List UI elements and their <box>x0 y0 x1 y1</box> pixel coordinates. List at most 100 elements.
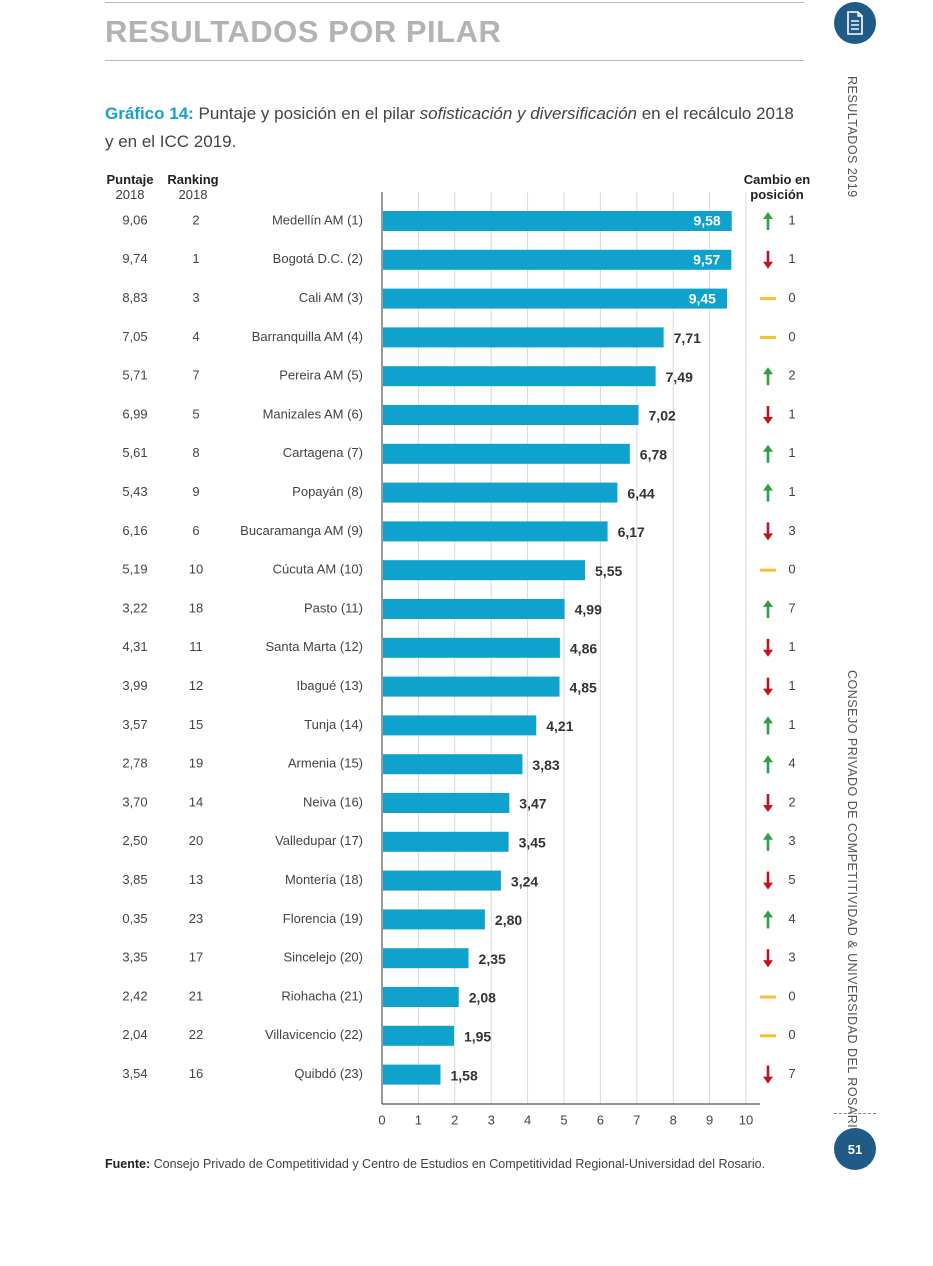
puntaje-2018-label: 4,31 <box>122 639 147 654</box>
ranking-2018-label: 19 <box>189 756 203 771</box>
category-label: Valledupar (17) <box>275 833 363 848</box>
category-label: Ibagué (13) <box>297 678 364 693</box>
ranking-2018-label: 21 <box>189 988 203 1003</box>
category-label: Quibdó (23) <box>294 1066 363 1081</box>
value-label: 7,02 <box>649 408 676 424</box>
ranking-2018-label: 12 <box>189 678 203 693</box>
bar <box>383 443 630 464</box>
change-value-label: 0 <box>788 329 795 344</box>
ranking-2018-label: 6 <box>192 523 199 538</box>
value-label: 9,58 <box>693 213 720 229</box>
value-label: 2,80 <box>495 912 522 928</box>
bar <box>383 1064 441 1085</box>
dash-icon <box>760 568 776 572</box>
x-tick-label: 3 <box>488 1112 495 1127</box>
ranking-2018-label: 4 <box>192 329 199 344</box>
change-value-label: 1 <box>788 717 795 732</box>
source-text: Consejo Privado de Competitividad y Cent… <box>150 1157 766 1171</box>
change-value-label: 1 <box>788 406 795 421</box>
chart-caption: Gráfico 14: Puntaje y posición en el pil… <box>105 100 805 156</box>
puntaje-2018-label: 3,22 <box>122 600 147 615</box>
arrow-up-icon <box>763 444 773 452</box>
source-note: Fuente: Consejo Privado de Competitivida… <box>105 1157 765 1171</box>
arrow-down-icon <box>763 805 773 812</box>
bar <box>383 366 656 387</box>
ranking-2018-label: 9 <box>192 484 199 499</box>
value-label: 3,24 <box>511 873 538 889</box>
puntaje-2018-label: 3,70 <box>122 794 147 809</box>
puntaje-2018-label: 9,74 <box>122 251 147 266</box>
change-value-label: 1 <box>788 445 795 460</box>
x-tick-label: 6 <box>597 1112 604 1127</box>
change-value-label: 0 <box>788 290 795 305</box>
category-label: Cali AM (3) <box>299 290 363 305</box>
arrow-down-icon <box>763 261 773 269</box>
caption-lead: Gráfico 14: <box>105 104 194 123</box>
value-label: 5,55 <box>595 563 622 579</box>
value-label: 4,99 <box>575 602 602 618</box>
ranking-2018-label: 5 <box>192 406 199 421</box>
x-tick-label: 5 <box>560 1112 567 1127</box>
puntaje-2018-label: 3,35 <box>122 950 147 965</box>
ranking-2018-label: 2 <box>192 212 199 227</box>
caption-text-1: Puntaje y posición en el pilar <box>193 104 420 123</box>
arrow-up-icon <box>763 832 773 840</box>
bar <box>383 482 618 503</box>
category-label: Pereira AM (5) <box>279 368 363 383</box>
category-label: Pasto (11) <box>304 600 363 615</box>
category-label: Cartagena (7) <box>283 445 363 460</box>
puntaje-2018-label: 5,71 <box>122 368 147 383</box>
x-tick-label: 7 <box>633 1112 640 1127</box>
change-value-label: 4 <box>788 911 795 926</box>
source-label: Fuente: <box>105 1157 151 1171</box>
bar <box>383 948 469 969</box>
bar <box>383 637 560 658</box>
puntaje-2018-label: 3,85 <box>122 872 147 887</box>
category-label: Cúcuta AM (10) <box>273 562 363 577</box>
page-number: 51 <box>834 1128 876 1170</box>
ranking-2018-label: 1 <box>192 251 199 266</box>
value-label: 9,57 <box>693 252 720 268</box>
ranking-2018-label: 7 <box>192 368 199 383</box>
ranking-2018-label: 15 <box>189 717 203 732</box>
bar <box>383 909 485 930</box>
change-value-label: 0 <box>788 988 795 1003</box>
dash-icon <box>760 335 776 339</box>
ranking-2018-label: 3 <box>192 290 199 305</box>
arrow-up-icon <box>763 483 773 491</box>
header-puntaje-year: 2018 <box>115 187 145 202</box>
change-value-label: 5 <box>788 872 795 887</box>
value-label: 7,71 <box>674 330 701 346</box>
header-cambio: Cambio en posición <box>738 172 816 202</box>
header-puntaje: Puntaje 2018 <box>100 172 160 202</box>
value-label: 3,47 <box>519 796 546 812</box>
ranking-2018-label: 16 <box>189 1066 203 1081</box>
dash-icon <box>760 995 776 999</box>
puntaje-2018-label: 0,35 <box>122 911 147 926</box>
header-ranking-year: 2018 <box>178 187 208 202</box>
bar <box>383 987 459 1007</box>
change-value-label: 3 <box>788 523 795 538</box>
side-label-top: RESULTADOS 2019 <box>845 76 859 198</box>
caption-italic: sofisticación y diversificación <box>419 104 637 123</box>
bar <box>383 288 727 309</box>
change-value-label: 1 <box>788 678 795 693</box>
ranking-2018-label: 13 <box>189 872 203 887</box>
category-label: Popayán (8) <box>292 484 363 499</box>
arrow-up-icon <box>763 910 773 918</box>
document-icon <box>834 2 876 44</box>
x-tick-label: 2 <box>451 1112 458 1127</box>
category-label: Villavicencio (22) <box>265 1027 363 1042</box>
change-value-label: 1 <box>788 639 795 654</box>
top-rule <box>105 2 804 3</box>
dash-icon <box>760 297 776 301</box>
bar <box>383 793 510 813</box>
x-tick-label: 10 <box>739 1112 753 1127</box>
x-tick-label: 4 <box>524 1112 531 1127</box>
value-label: 6,17 <box>618 524 645 540</box>
value-label: 1,58 <box>451 1067 478 1083</box>
section-title: RESULTADOS POR PILAR <box>105 14 502 49</box>
document-icon-glyph <box>847 11 863 35</box>
category-label: Manizales AM (6) <box>263 406 363 421</box>
